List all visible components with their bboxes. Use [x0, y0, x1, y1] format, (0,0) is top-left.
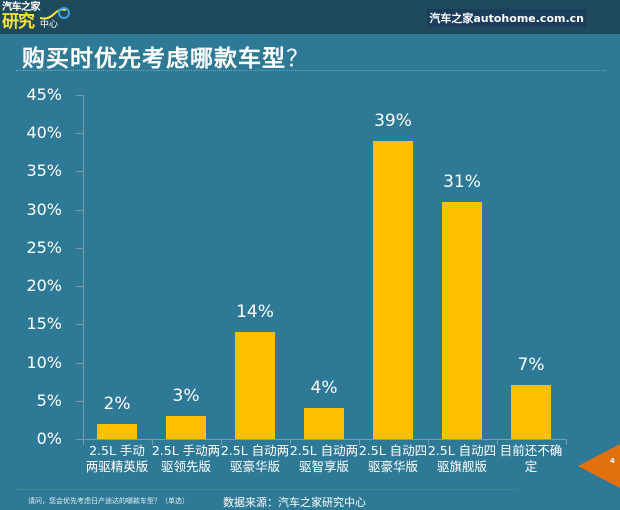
x-category-label: 2.5L 手动两 驱领先版: [150, 443, 222, 475]
brand-text: 汽车之家autohome.com.cn: [427, 9, 586, 27]
logo-line-1: 汽车之家: [2, 2, 41, 13]
bar-value-label: 39%: [374, 110, 412, 131]
y-tick-mark: [76, 286, 83, 288]
bar: [235, 331, 275, 439]
title-text: 购买时优先考虑哪款车型: [22, 46, 286, 72]
y-tick-label: 30%: [26, 199, 62, 219]
y-tick-mark: [76, 133, 83, 135]
x-category-label: 2.5L 手动 两驱精英版: [81, 443, 153, 475]
bar-value-label: 4%: [310, 378, 338, 399]
bar: [373, 140, 413, 439]
y-tick-label: 45%: [26, 85, 62, 104]
y-tick-label: 20%: [26, 276, 62, 296]
page-tab-icon: [578, 444, 620, 488]
category-label-line: 2.5L 自动四: [427, 443, 497, 458]
y-tick-label: 5%: [36, 390, 62, 410]
category-label-line: 驱豪华版: [367, 459, 418, 474]
autohome-research-logo: 汽车之家 研究 中心: [2, 2, 70, 34]
y-tick-mark: [76, 171, 83, 173]
y-tick-label: 15%: [26, 314, 62, 334]
category-label-line: 驱领先版: [160, 459, 211, 474]
x-category-label: 2.5L 自动四 驱旗舰版: [426, 443, 498, 475]
x-tick-mark: [290, 439, 291, 445]
page-number: 4: [610, 457, 615, 465]
category-label-line: 两驱精英版: [85, 459, 149, 474]
y-tick-label: 40%: [26, 123, 62, 143]
x-tick-mark: [221, 439, 222, 445]
bar-value-label: 7%: [517, 355, 545, 376]
survey-question-footnote: 请问，您会优先考虑日产途达的哪款车型？（单选）: [28, 497, 189, 505]
y-tick-mark: [76, 362, 83, 364]
y-tick-label: 10%: [26, 352, 62, 372]
x-axis: [76, 439, 566, 440]
logo-swoosh-icon: [40, 7, 70, 20]
bar: [511, 385, 551, 439]
category-label-line: 驱旗舰版: [436, 459, 487, 474]
x-category-label: 目前还不确定: [495, 443, 567, 475]
bar: [304, 408, 344, 439]
bar-value-label: 14%: [236, 301, 274, 322]
x-category-label: 2.5L 自动四 驱豪华版: [357, 443, 429, 475]
page-title: 购买时优先考虑哪款车型？: [22, 39, 310, 73]
x-category-label: 2.5L 自动两 驱智享版: [288, 443, 360, 475]
category-label-line: 2.5L 自动四: [358, 443, 428, 458]
y-tick-mark: [76, 439, 83, 440]
bar: [442, 202, 482, 439]
x-tick-mark: [428, 439, 429, 445]
bar: [166, 416, 206, 439]
category-label-line: 驱智享版: [298, 459, 349, 474]
category-label-line: 定: [524, 459, 538, 474]
header-bar: 汽车之家 研究 中心 汽车之家autohome.com.cn: [0, 0, 620, 34]
bar-value-label: 2%: [103, 393, 131, 414]
y-tick-label: 0%: [36, 429, 62, 448]
x-tick-mark: [497, 439, 498, 445]
category-label-line: 2.5L 自动两: [220, 443, 290, 458]
y-tick-mark: [76, 324, 83, 326]
logo-line-2: 研究: [2, 12, 35, 32]
logo-line-3: 中心: [40, 20, 59, 30]
y-tick-mark: [76, 247, 83, 249]
x-tick-mark: [152, 439, 153, 445]
data-source: 数据来源：汽车之家研究中心: [223, 496, 366, 509]
bar-value-label: 3%: [172, 386, 200, 407]
footer-divider: [16, 489, 516, 490]
category-label-line: 2.5L 手动两: [151, 443, 221, 458]
y-tick-label: 25%: [26, 237, 62, 257]
y-tick-label: 35%: [26, 161, 62, 181]
x-tick-mark: [359, 439, 360, 445]
title-question-mark: ？: [286, 46, 310, 72]
x-tick-mark: [566, 439, 567, 445]
category-label-line: 2.5L 自动两: [289, 443, 359, 458]
x-category-label: 2.5L 自动两 驱豪华版: [219, 443, 291, 475]
bar-value-label: 31%: [443, 172, 481, 193]
y-axis: [83, 95, 84, 440]
title-divider: [16, 70, 606, 71]
x-tick-mark: [83, 439, 84, 445]
category-label-line: 2.5L 手动: [89, 443, 145, 458]
bar: [97, 423, 137, 439]
category-label-line: 目前还不确: [499, 443, 563, 458]
y-tick-mark: [76, 209, 83, 211]
y-tick-mark: [76, 95, 83, 96]
y-tick-mark: [76, 400, 83, 402]
category-label-line: 驱豪华版: [229, 459, 280, 474]
